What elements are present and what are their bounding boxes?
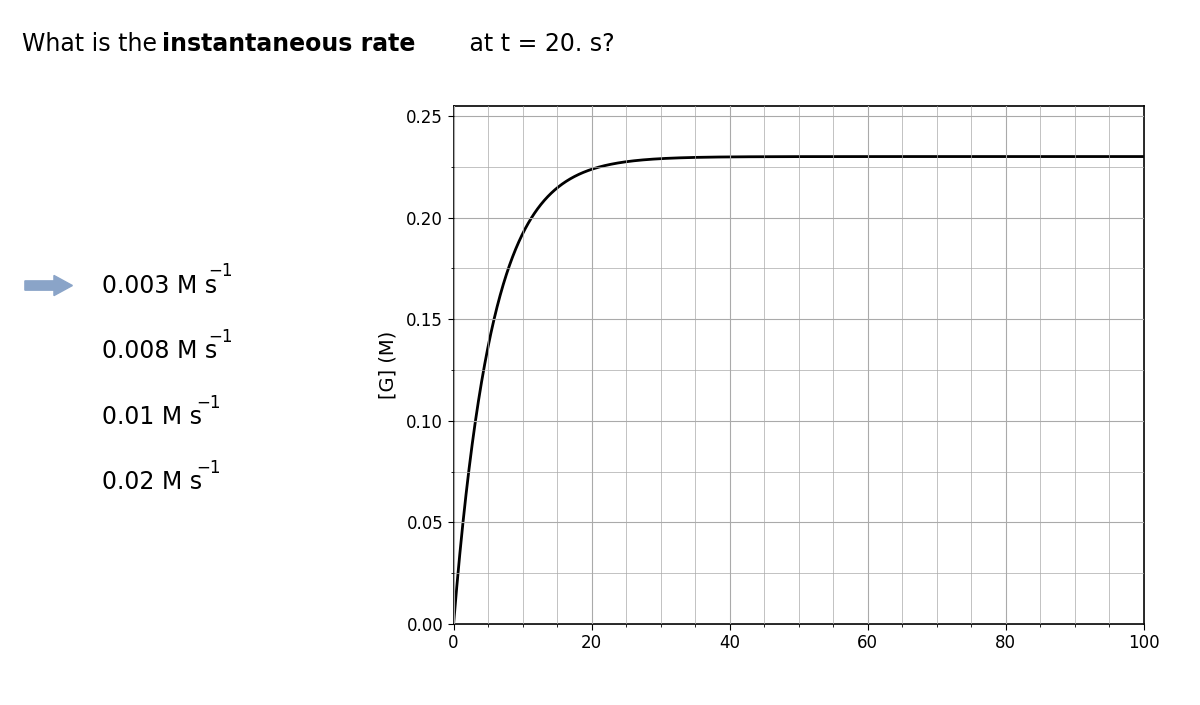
Text: instantaneous rate: instantaneous rate bbox=[162, 32, 415, 56]
Text: −1: −1 bbox=[196, 393, 221, 412]
Text: 0.02 M s: 0.02 M s bbox=[102, 470, 202, 494]
Text: −1: −1 bbox=[208, 328, 233, 346]
Text: at t = 20. s?: at t = 20. s? bbox=[462, 32, 614, 56]
Text: 0.003 M s: 0.003 M s bbox=[102, 274, 217, 298]
FancyArrow shape bbox=[25, 276, 72, 295]
Text: 0.008 M s: 0.008 M s bbox=[102, 339, 217, 363]
Text: 0.01 M s: 0.01 M s bbox=[102, 405, 202, 429]
Text: −1: −1 bbox=[208, 262, 233, 281]
Text: −1: −1 bbox=[196, 459, 221, 477]
Y-axis label: [G] (M): [G] (M) bbox=[379, 331, 398, 399]
Text: What is the: What is the bbox=[22, 32, 164, 56]
